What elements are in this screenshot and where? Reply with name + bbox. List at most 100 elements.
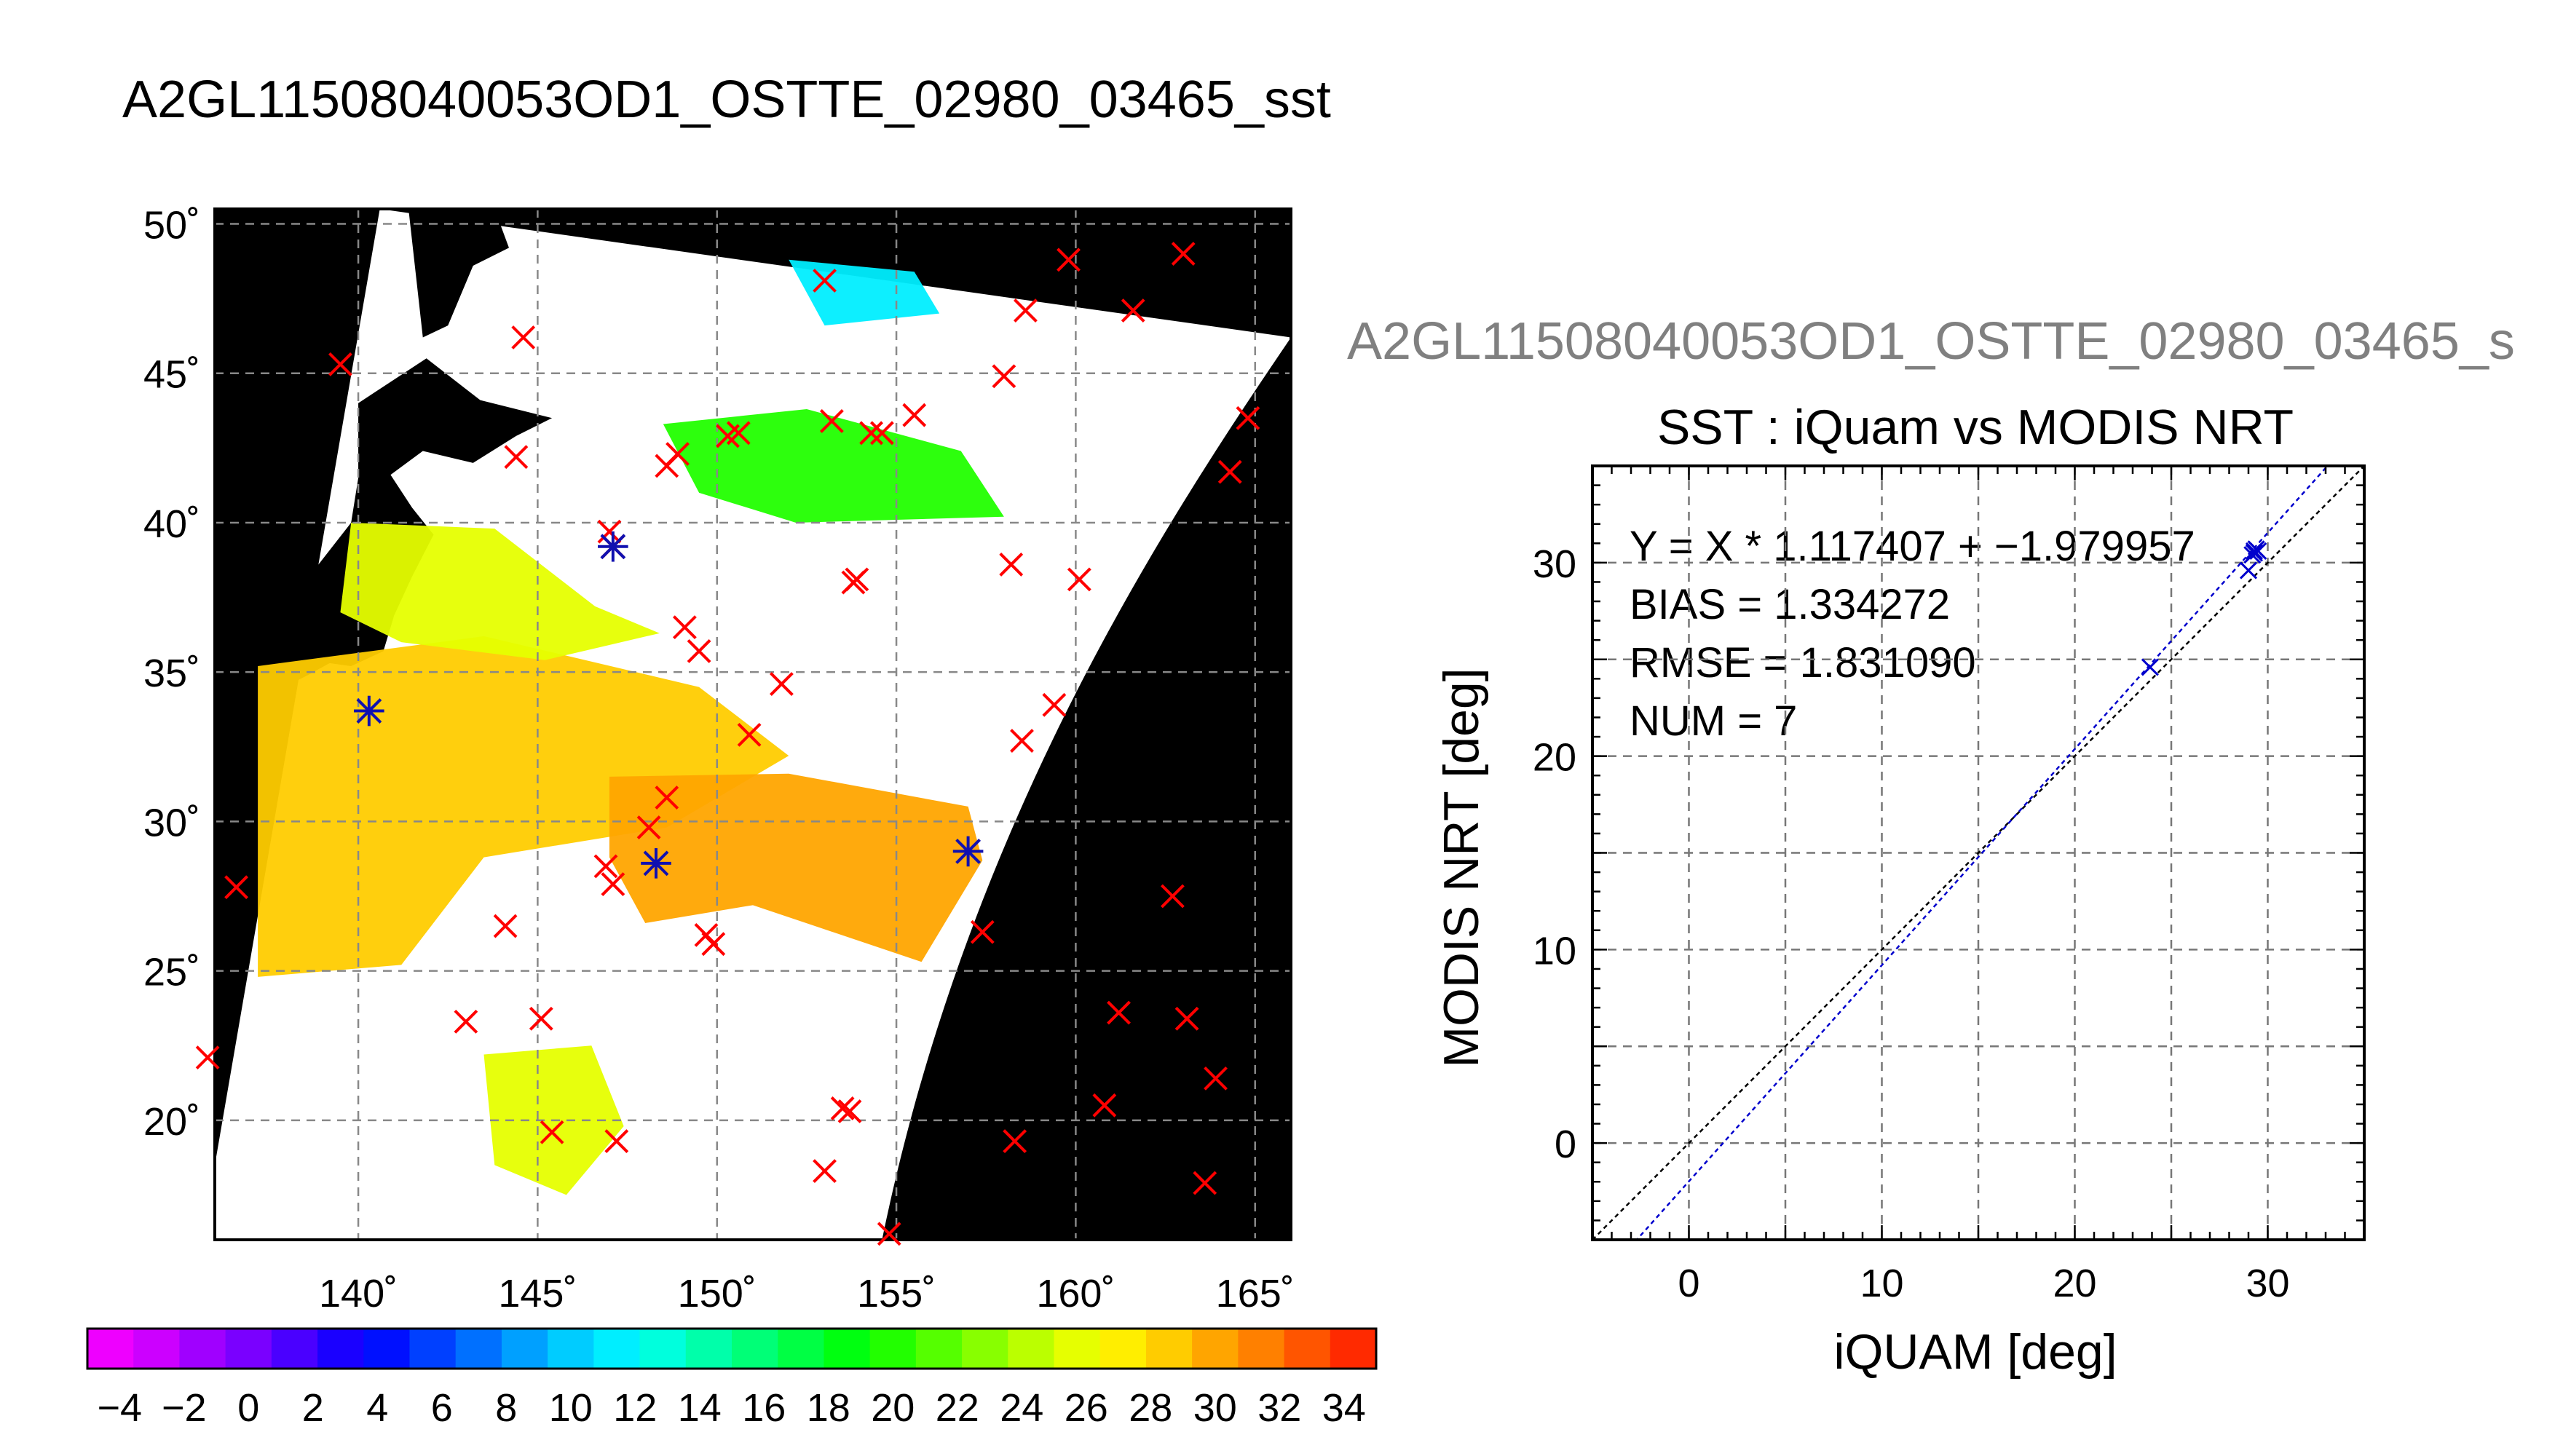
colorbar-tick-label: 24: [1000, 1386, 1043, 1430]
scatter-annotation-rmse: RMSE = 1.831090: [1630, 639, 1976, 687]
colorbar-swatch: [1330, 1329, 1377, 1369]
colorbar-tick-label: 28: [1129, 1386, 1172, 1430]
colorbar-swatch: [778, 1329, 824, 1369]
scatter-y-tick-label: 30: [1533, 542, 1576, 586]
map-x-tick-label: 150˚: [678, 1272, 757, 1315]
map-point-red-x: [672, 615, 697, 640]
sst-colorbar: −4 −2 0 2 4 6 8 10 12 14 16 18 20 22 24 26 28 30 32 34: [86, 1327, 1378, 1430]
scatter-y-tick-label: 10: [1533, 929, 1576, 973]
map-point-red-x: [726, 421, 751, 446]
map-point-red-x: [701, 932, 726, 957]
map-point-red-x: [328, 352, 352, 376]
colorbar-swatch: [1192, 1329, 1239, 1369]
map-point-red-x: [687, 639, 711, 663]
map-point-red-x: [593, 854, 618, 879]
colorbar-swatch: [824, 1329, 871, 1369]
map-point-red-x: [1174, 1006, 1199, 1031]
colorbar-swatch: [455, 1329, 502, 1369]
map-point-red-x: [1042, 692, 1067, 717]
scatter-annotation-fit: Y = X * 1.117407 + −1.979957: [1630, 523, 2195, 570]
map-point-red-x: [837, 1099, 862, 1123]
map-y-tick-label: 40˚: [143, 502, 200, 546]
map-point-red-x: [666, 442, 690, 466]
map-point-red-x: [819, 408, 844, 433]
colorbar-swatch: [1008, 1329, 1054, 1369]
map-x-tick-label: 145˚: [498, 1272, 577, 1315]
map-point-red-x: [992, 364, 1016, 389]
colorbar-swatch: [593, 1329, 641, 1369]
map-point-red-x: [604, 1129, 629, 1153]
map-point-red-x: [597, 519, 622, 544]
colorbar-tick-label: −4: [97, 1386, 142, 1430]
colorbar-swatch: [133, 1329, 180, 1369]
colorbar-tick-label: 2: [302, 1386, 324, 1430]
scatter-x-tick-label: 20: [2053, 1262, 2096, 1305]
colorbar-tick-label: 18: [807, 1386, 850, 1430]
map-point-red-x: [529, 1006, 553, 1031]
map-point-red-x: [869, 421, 894, 446]
scatter-title-gray: A2GL11508040053OD1_OSTTE_02980_03465_s: [1347, 312, 2515, 371]
map-point-red-x: [769, 672, 794, 697]
colorbar-swatch: [225, 1329, 272, 1369]
map-y-tick-label: 35˚: [143, 652, 200, 695]
map-point-red-x: [1010, 729, 1034, 753]
colorbar-swatch: [1099, 1329, 1147, 1369]
colorbar-tick-label: 8: [495, 1386, 517, 1430]
map-title: A2GL11508040053OD1_OSTTE_02980_03465_sst: [122, 71, 1331, 129]
map-point-red-x: [540, 1120, 564, 1144]
scatter-xlabel: iQUAM [deg]: [1833, 1324, 2117, 1380]
scatter-annotation-bias: BIAS = 1.334272: [1630, 581, 1950, 628]
map-point-red-x: [813, 269, 837, 293]
map-point-red-x: [1057, 248, 1081, 272]
sst-region: [663, 408, 1004, 523]
colorbar-swatch: [87, 1329, 134, 1369]
map-point-blue-asterisk: [641, 848, 671, 879]
map-point-red-x: [511, 325, 536, 349]
scatter-y-tick-label: 20: [1533, 736, 1576, 780]
map-point-blue-asterisk: [354, 695, 384, 727]
map-point-red-x: [1121, 298, 1145, 323]
map-point-red-x: [1236, 405, 1260, 430]
map-y-tick-label: 25˚: [143, 951, 200, 994]
scatter-point: [2141, 658, 2159, 676]
land-sakhalin: [408, 209, 509, 338]
map-point-red-x: [1217, 459, 1242, 484]
colorbar-swatch: [363, 1329, 410, 1369]
colorbar-tick-label: 34: [1322, 1386, 1366, 1430]
colorbar-swatch: [179, 1329, 226, 1369]
colorbar-tick-label: 20: [871, 1386, 915, 1430]
colorbar-tick-label: 12: [613, 1386, 657, 1430]
map-point-red-x: [970, 919, 995, 944]
colorbar-tick-label: 14: [678, 1386, 722, 1430]
map-point-red-x: [1003, 1129, 1027, 1153]
colorbar-tick-label: 26: [1065, 1386, 1108, 1430]
colorbar-swatch: [639, 1329, 687, 1369]
map-point-red-x: [493, 914, 518, 938]
map-point-red-x: [655, 786, 679, 810]
map-point-red-x: [845, 567, 869, 592]
scatter-x-tick-label: 30: [2246, 1262, 2289, 1305]
map-x-tick-label: 155˚: [857, 1272, 936, 1315]
scatter-ylabel: MODIS NRT [deg]: [1434, 668, 1489, 1067]
identity-line: [1592, 466, 2364, 1240]
colorbar-swatch: [685, 1329, 732, 1369]
sst-region: [340, 522, 660, 660]
colorbar-tick-label: 16: [742, 1386, 786, 1430]
map-point-red-x: [877, 1222, 901, 1246]
satellite-swath: [215, 209, 1291, 1240]
fit-line: [1635, 466, 2329, 1240]
colorbar-swatch: [1145, 1329, 1193, 1369]
scatter-point: [2239, 561, 2258, 579]
map-point-red-x: [813, 1159, 837, 1184]
map-y-tick-label: 50˚: [143, 204, 200, 248]
sst-region: [258, 636, 789, 977]
map-y-tick-label: 20˚: [143, 1100, 200, 1144]
colorbar-tick-label: 4: [366, 1386, 388, 1430]
colorbar-tick-label: 0: [237, 1386, 259, 1430]
scatter-point: [2245, 544, 2264, 562]
map-point-red-x: [1193, 1171, 1217, 1195]
colorbar-swatch: [1238, 1329, 1285, 1369]
colorbar-frame: [86, 1327, 1378, 1370]
map-point-red-x: [454, 1009, 478, 1034]
